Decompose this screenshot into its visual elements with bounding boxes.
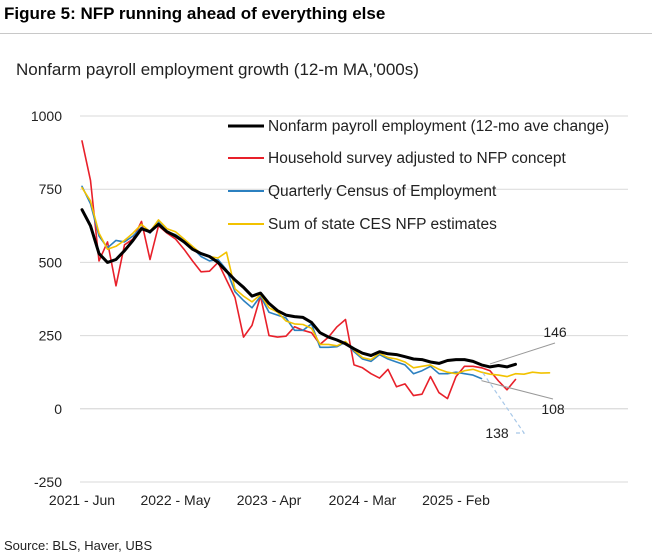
- x-tick-label: 2023 - Apr: [237, 492, 302, 508]
- legend-label: Household survey adjusted to NFP concept: [268, 150, 567, 167]
- title-divider: [0, 33, 652, 34]
- annotation-label: 138: [485, 425, 509, 441]
- annotation-label: 108: [541, 401, 565, 417]
- y-tick-label: 500: [39, 254, 63, 270]
- annotations: 146 108 138: [481, 324, 567, 441]
- annotation-leader: [481, 370, 526, 434]
- x-tick-label: 2025 - Feb: [422, 492, 490, 508]
- series-line-0: [80, 208, 517, 369]
- y-tick-label: 1000: [31, 108, 62, 124]
- y-tick-label: 750: [39, 181, 63, 197]
- legend-label: Nonfarm payroll employment (12-mo ave ch…: [268, 118, 609, 135]
- y-tick-label: 250: [39, 328, 63, 344]
- source-note: Source: BLS, Haver, UBS: [4, 538, 153, 553]
- annotation-label: 146: [543, 324, 567, 340]
- y-tick-label: 0: [54, 401, 62, 417]
- legend: Nonfarm payroll employment (12-mo ave ch…: [228, 118, 609, 233]
- y-tick-label: -250: [34, 474, 62, 490]
- series-lines: [80, 140, 551, 400]
- x-tick-label: 2024 - Mar: [329, 492, 397, 508]
- chart-title: Nonfarm payroll employment growth (12-m …: [16, 60, 419, 79]
- figure-title: Figure 5: NFP running ahead of everythin…: [4, 4, 386, 23]
- x-tick-label: 2022 - May: [140, 492, 210, 508]
- series-line-1: [81, 140, 517, 400]
- annotation-leader: [489, 342, 556, 365]
- legend-label: Quarterly Census of Employment: [268, 183, 497, 200]
- x-tick-label: 2021 - Jun: [49, 492, 115, 508]
- axes: 1000 750 500 250 0 -250 2021 - Jun 2022 - May 20…: [31, 108, 628, 508]
- annotation-leader: [481, 380, 554, 400]
- series-line-3: [81, 186, 551, 378]
- legend-label: Sum of state CES NFP estimates: [268, 216, 497, 233]
- gridlines: [80, 115, 628, 483]
